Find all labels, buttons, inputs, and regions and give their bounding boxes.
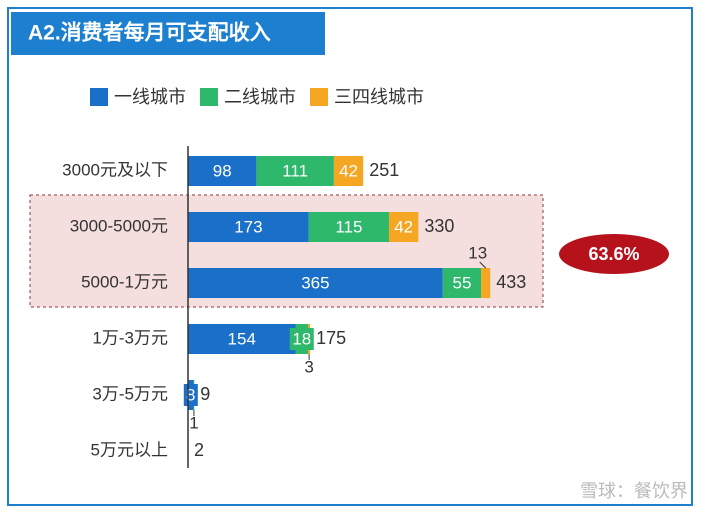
total-label: 9 — [200, 384, 210, 404]
leader-line — [479, 261, 487, 269]
bar-segment — [442, 268, 482, 298]
value-label: 55 — [453, 273, 472, 292]
bar-segment — [188, 268, 443, 298]
watermark: 雪球：餐饮界 — [580, 481, 688, 501]
legend-swatch — [200, 88, 218, 106]
bar-segment — [308, 212, 390, 242]
value-label: 42 — [339, 161, 358, 180]
bar-segment — [256, 156, 334, 186]
value-label: 18 — [292, 329, 311, 348]
value-label: 8 — [186, 385, 195, 404]
total-label: 251 — [369, 160, 399, 180]
bar-segment — [481, 268, 491, 298]
category-label: 5000-1万元 — [81, 272, 168, 291]
value-label: 111 — [282, 161, 308, 180]
category-label: 1万-3万元 — [92, 328, 168, 347]
value-label: 115 — [335, 217, 362, 236]
legend-swatch — [90, 88, 108, 106]
value-label: 98 — [213, 161, 232, 180]
bar-segment — [389, 212, 419, 242]
legend-label: 一线城市 — [114, 87, 186, 107]
value-label: 154 — [228, 329, 256, 348]
value-label: 365 — [301, 273, 329, 292]
bar-segment — [333, 156, 364, 186]
category-label: 3000元及以下 — [62, 160, 168, 179]
label-box — [289, 328, 314, 350]
chart-title: A2.消费者每月可支配收入 — [28, 21, 271, 45]
title-banner — [11, 12, 325, 55]
bar-segment — [188, 324, 296, 354]
value-label: 3 — [304, 357, 313, 376]
legend-swatch — [310, 88, 328, 106]
category-label: 3万-5万元 — [92, 384, 168, 403]
value-label: 173 — [234, 217, 262, 236]
value-label: 42 — [394, 217, 413, 236]
total-label: 433 — [496, 272, 526, 292]
legend-label: 三四线城市 — [334, 87, 424, 107]
bar-segment — [188, 212, 309, 242]
category-label: 5万元以上 — [91, 440, 168, 459]
total-label: 330 — [424, 216, 454, 236]
total-label: 2 — [194, 440, 204, 460]
value-label: 1 — [189, 413, 198, 432]
legend-label: 二线城市 — [224, 87, 296, 107]
value-label: 13 — [468, 243, 487, 262]
annotation-badge — [559, 234, 669, 274]
total-label: 175 — [316, 328, 346, 348]
bar-segment — [188, 156, 257, 186]
category-label: 3000-5000元 — [70, 216, 168, 235]
annotation: 63.6% — [588, 244, 639, 264]
